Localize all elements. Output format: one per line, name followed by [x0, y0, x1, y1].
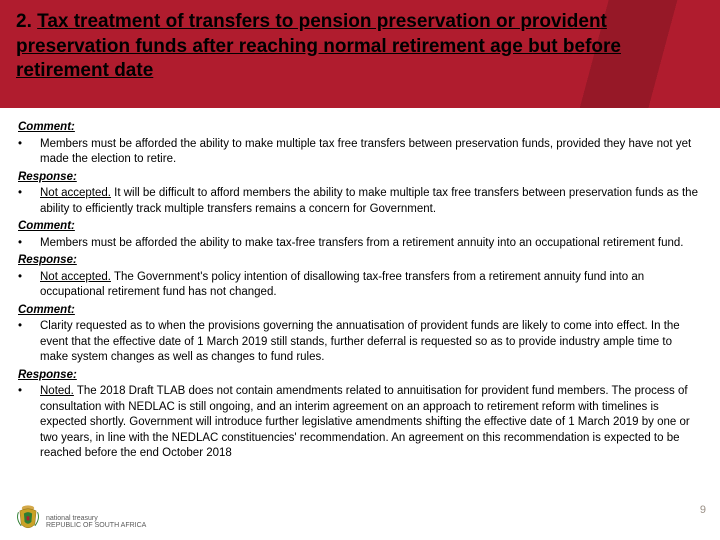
header-band: 2. Tax treatment of transfers to pension… [0, 0, 720, 108]
bullet-lead: Not accepted. [40, 187, 111, 199]
bullet-lead: Not accepted. [40, 271, 111, 283]
bullet-body: Members must be afforded the ability to … [40, 138, 691, 166]
bullet-row: •Members must be afforded the ability to… [18, 236, 702, 252]
bullet-marker: • [18, 319, 40, 366]
bullet-marker: • [18, 384, 40, 462]
bullet-body: Members must be afforded the ability to … [40, 237, 683, 249]
dept-line2: REPUBLIC OF SOUTH AFRICA [46, 522, 146, 530]
dept-line1: national treasury [46, 515, 146, 523]
bullet-body: Clarity requested as to when the provisi… [40, 320, 680, 363]
bullet-marker: • [18, 186, 40, 217]
bullet-row: •Members must be afforded the ability to… [18, 137, 702, 168]
title-prefix: 2. [16, 11, 37, 32]
bullet-marker: • [18, 270, 40, 301]
title-main: Tax treatment of transfers to pension pr… [16, 11, 621, 81]
bullet-row: •Clarity requested as to when the provis… [18, 319, 702, 366]
section-label: Response: [18, 170, 702, 186]
bullet-row: •Noted. The 2018 Draft TLAB does not con… [18, 384, 702, 462]
section-label: Comment: [18, 219, 702, 235]
section-label: Response: [18, 253, 702, 269]
content-area: Comment:•Members must be afforded the ab… [0, 108, 720, 462]
bullet-text: Members must be afforded the ability to … [40, 236, 702, 252]
section-label: Comment: [18, 120, 702, 136]
bullet-body: It will be difficult to afford members t… [40, 187, 698, 215]
bullet-lead: Noted. [40, 385, 74, 397]
bullet-text: Not accepted. It will be difficult to af… [40, 186, 702, 217]
bullet-marker: • [18, 236, 40, 252]
bullet-text: Not accepted. The Government's policy in… [40, 270, 702, 301]
bullet-text: Members must be afforded the ability to … [40, 137, 702, 168]
bullet-text: Clarity requested as to when the provisi… [40, 319, 702, 366]
bullet-body: The 2018 Draft TLAB does not contain ame… [40, 385, 690, 459]
coat-of-arms-icon [14, 504, 42, 534]
page-number: 9 [700, 504, 706, 516]
slide-title: 2. Tax treatment of transfers to pension… [16, 10, 680, 84]
bullet-marker: • [18, 137, 40, 168]
bullet-row: •Not accepted. The Government's policy i… [18, 270, 702, 301]
bullet-row: •Not accepted. It will be difficult to a… [18, 186, 702, 217]
bullet-body: The Government's policy intention of dis… [40, 271, 644, 299]
section-label: Comment: [18, 303, 702, 319]
department-footer: national treasury REPUBLIC OF SOUTH AFRI… [46, 515, 146, 530]
section-label: Response: [18, 368, 702, 384]
bullet-text: Noted. The 2018 Draft TLAB does not cont… [40, 384, 702, 462]
